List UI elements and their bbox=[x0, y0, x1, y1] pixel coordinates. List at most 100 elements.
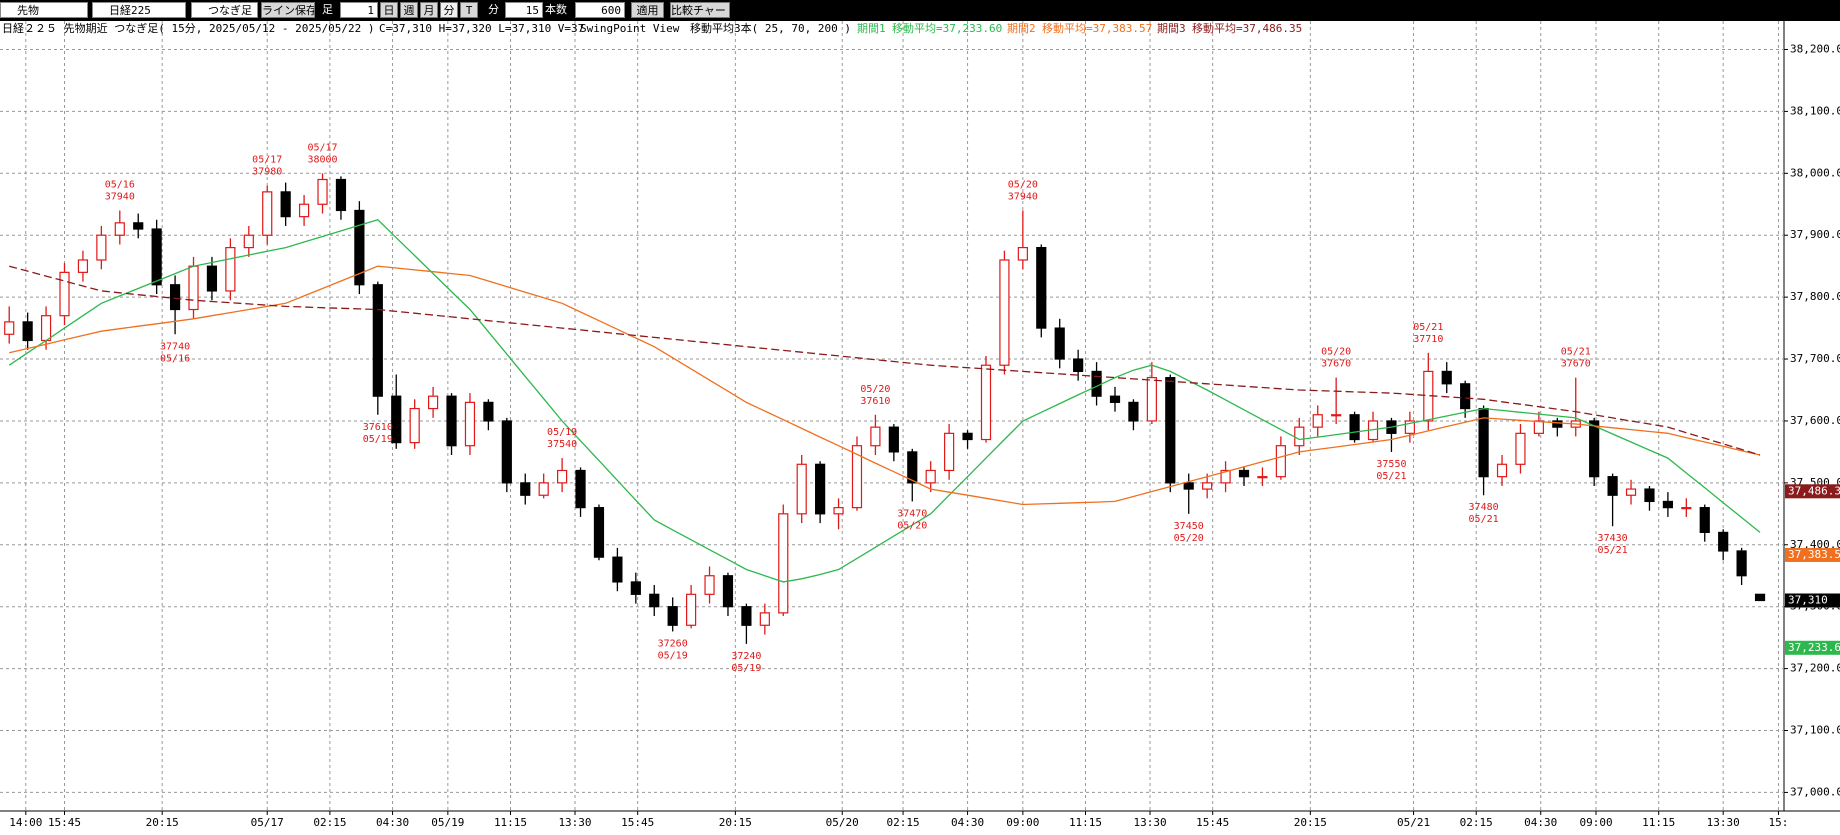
swing-date: 05/21 bbox=[1561, 347, 1591, 358]
x-tick-label: 02:15 bbox=[313, 816, 346, 829]
swing-price: 37260 bbox=[658, 638, 688, 649]
candle-body bbox=[520, 482, 531, 496]
mode-select[interactable]: つなぎ足 bbox=[191, 2, 258, 18]
candle-body bbox=[612, 556, 623, 583]
swing-date: 05/20 bbox=[1174, 533, 1204, 544]
swing-price: 37710 bbox=[1413, 334, 1443, 345]
candle-body bbox=[225, 246, 236, 292]
x-tick-label: 02:15 bbox=[1460, 816, 1493, 829]
month-button[interactable]: 月 bbox=[420, 2, 438, 18]
candle-body bbox=[1202, 482, 1213, 490]
x-tick-label: 04:30 bbox=[1524, 816, 1557, 829]
candle-body bbox=[833, 507, 844, 515]
swing-price: 37480 bbox=[1469, 502, 1499, 513]
week-button[interactable]: 週 bbox=[400, 2, 418, 18]
candle-body bbox=[1460, 383, 1471, 410]
legend-name: 期間1 bbox=[857, 22, 886, 35]
candle-body bbox=[538, 482, 549, 496]
candle-body bbox=[686, 593, 697, 626]
swing-price: 37610 bbox=[860, 396, 890, 407]
candle-body bbox=[759, 612, 770, 626]
swing-date: 05/19 bbox=[658, 650, 688, 661]
legend-name: 期間3 bbox=[1157, 22, 1186, 35]
y-tick-label: 38,000.00 bbox=[1790, 166, 1840, 179]
candle-body bbox=[96, 234, 107, 261]
candle-body bbox=[59, 271, 70, 317]
candle-body bbox=[925, 469, 936, 484]
candle-body bbox=[501, 420, 512, 484]
legend-value: 移動平均=37,486.35 bbox=[1192, 21, 1302, 35]
candle-body bbox=[354, 209, 365, 286]
bar-label: 足 bbox=[322, 3, 333, 16]
bar-input[interactable]: 1 bbox=[340, 2, 378, 18]
swing-price: 37610 bbox=[363, 422, 393, 433]
moving-average bbox=[9, 265, 1761, 456]
save-button[interactable]: ライン保存 bbox=[261, 2, 315, 18]
last-value-label: 37,486.35 bbox=[1788, 484, 1840, 497]
count-label: 本数 bbox=[545, 3, 567, 16]
y-tick-label: 37,600.00 bbox=[1790, 414, 1840, 427]
candle-body bbox=[796, 463, 807, 515]
swing-date: 05/20 bbox=[1321, 347, 1351, 358]
day-button[interactable]: 日 bbox=[380, 2, 398, 18]
x-tick-label: 04:30 bbox=[951, 816, 984, 829]
market-select[interactable]: 先物 bbox=[0, 2, 88, 18]
candle-body bbox=[1054, 327, 1065, 360]
candle-body bbox=[409, 407, 420, 444]
compare-button[interactable]: 比較チャート bbox=[670, 2, 730, 18]
swing-price: 37940 bbox=[1008, 191, 1038, 202]
candle-body bbox=[575, 469, 586, 509]
candle-body bbox=[1349, 414, 1360, 441]
x-tick-label: 20:15 bbox=[1294, 816, 1327, 829]
count-input[interactable]: 600 bbox=[575, 2, 625, 18]
last-value-box bbox=[1785, 593, 1840, 608]
candle-body bbox=[649, 593, 660, 608]
y-tick-label: 37,900.00 bbox=[1790, 228, 1840, 241]
candle-body bbox=[1625, 488, 1637, 496]
ohlc-text: C=37,310 H=37,320 L=37,310 V=37 bbox=[379, 22, 584, 35]
x-tick-label: 15:45 bbox=[621, 816, 654, 829]
y-tick-label: 37,100.00 bbox=[1790, 724, 1840, 737]
swing-price: 37550 bbox=[1376, 459, 1406, 470]
swing-price: 37470 bbox=[897, 508, 927, 519]
candle-body bbox=[1404, 420, 1415, 434]
candle-body bbox=[1257, 476, 1268, 479]
candle-body bbox=[1681, 507, 1692, 510]
y-tick-label: 37,000.00 bbox=[1790, 785, 1840, 798]
last-value-label: 37,233.60 bbox=[1788, 641, 1840, 654]
info-line: 日経２２５ 先物期近 つなぎ足( 15分, 2025/05/12 - 2025/… bbox=[2, 21, 1302, 35]
candle-body bbox=[1515, 432, 1526, 465]
y-tick-label: 37,800.00 bbox=[1790, 290, 1840, 303]
swing-date: 05/20 bbox=[1008, 179, 1038, 190]
swing-date: 05/19 bbox=[363, 434, 393, 445]
candle-body bbox=[335, 178, 347, 212]
candle-body bbox=[1662, 500, 1673, 509]
candle-body bbox=[446, 395, 457, 447]
x-tick-label: 05/20 bbox=[826, 816, 859, 829]
candle-body bbox=[741, 606, 752, 626]
toolbar: 先物 日経225 つなぎ足 ライン保存 足 1 日 週 月 分 T 分 15 本… bbox=[0, 0, 1840, 21]
x-tick-label: 13:30 bbox=[558, 816, 591, 829]
apply-button[interactable]: 適用 bbox=[631, 2, 664, 18]
x-tick-label: 14:00 bbox=[9, 816, 42, 829]
candle-body bbox=[22, 321, 33, 342]
candle-body bbox=[1754, 593, 1766, 602]
swing-date: 05/21 bbox=[1598, 545, 1628, 556]
candle-body bbox=[1220, 469, 1231, 484]
x-tick-label: 04:30 bbox=[376, 816, 409, 829]
candle-body bbox=[298, 203, 310, 218]
symbol-select[interactable]: 日経225 bbox=[92, 2, 186, 18]
swing-date: 05/17 bbox=[252, 155, 282, 166]
last-value-box bbox=[1785, 484, 1840, 499]
tick-button[interactable]: T bbox=[460, 2, 478, 18]
candle-body bbox=[1552, 420, 1563, 428]
title: 日経２２５ 先物期近 つなぎ足( 15分, 2025/05/12 - 2025/… bbox=[2, 21, 375, 35]
x-tick-label: 20:15 bbox=[146, 816, 179, 829]
y-tick-label: 37,200.00 bbox=[1790, 662, 1840, 675]
minute-button[interactable]: 分 bbox=[440, 2, 458, 18]
last-value-box bbox=[1785, 640, 1840, 655]
swing-price: 37940 bbox=[105, 191, 135, 202]
candle-body bbox=[1275, 445, 1286, 478]
interval-input[interactable]: 15 bbox=[505, 2, 543, 18]
y-tick-label: 37,700.00 bbox=[1790, 352, 1840, 365]
